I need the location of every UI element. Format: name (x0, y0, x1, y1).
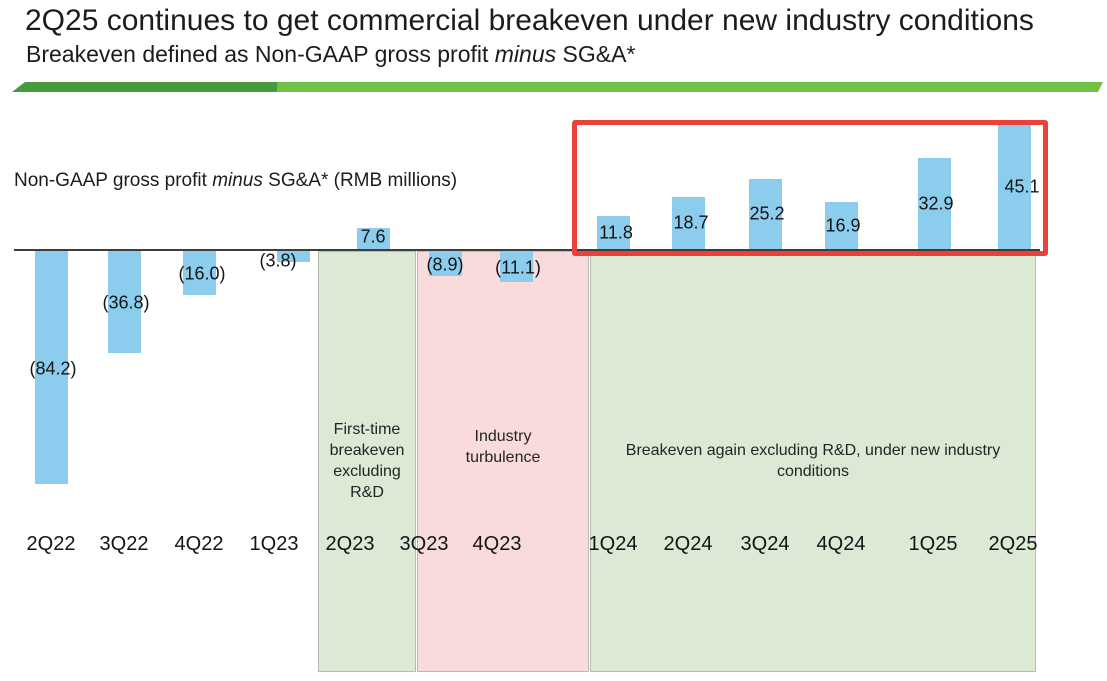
title-underline-bar (12, 82, 1103, 92)
value-label-1q25: 32.9 (918, 193, 954, 213)
subtitle-italic-word: minus (494, 41, 557, 67)
underline-light-segment (277, 82, 1103, 92)
bar-4q23 (499, 251, 533, 282)
phase-region-first-time-breakeven-excluding (318, 251, 416, 672)
x-axis-label-2q23: 2Q23 (325, 533, 375, 555)
bar-4q22 (182, 251, 216, 295)
x-axis-label-2q22: 2Q22 (26, 533, 76, 555)
value-label-3q23: (8.9) (426, 254, 464, 274)
bar-3q24 (748, 179, 782, 249)
value-label-2q25: 45.1 (1004, 176, 1040, 196)
phase-region-industry-turbulence (417, 251, 589, 672)
x-axis-label-3q23: 3Q23 (399, 533, 449, 555)
x-axis-label-4q22: 4Q22 (174, 533, 224, 555)
x-axis-label-1q23: 1Q23 (249, 533, 299, 555)
x-axis-label-3q22: 3Q22 (99, 533, 149, 555)
phase-annotation-2: Industry turbulence (465, 428, 541, 466)
x-axis-label-2q25: 2Q25 (988, 533, 1038, 555)
value-label-3q24: 25.2 (749, 203, 785, 224)
x-axis-label-1q25: 1Q25 (908, 533, 958, 555)
bar-3q23 (428, 251, 462, 276)
value-label-3q22: (36.8) (102, 292, 150, 313)
bar-2q24 (671, 197, 705, 249)
bar-2q22 (34, 251, 68, 484)
chart-axis-title-suffix: SG&A* (RMB millions) (262, 170, 458, 191)
value-label-1q23: (3.8) (259, 250, 297, 270)
underline-dark-segment (12, 82, 277, 92)
page-title: 2Q25 continues to get commercial breakev… (25, 3, 1034, 39)
x-axis-label-3q24: 3Q24 (740, 533, 790, 555)
highlight-box (572, 120, 1048, 256)
page-subtitle: Breakeven defined as Non-GAAP gross prof… (26, 40, 635, 68)
subtitle-suffix: SG&A* (556, 41, 636, 67)
phase-annotation-3: Breakeven again excluding R&D, under new… (625, 442, 1001, 480)
value-label-4q23: (11.1) (495, 257, 541, 277)
value-label-2q22: (84.2) (29, 358, 77, 378)
bar-1q24 (596, 216, 630, 249)
subtitle-prefix: Breakeven defined as Non-GAAP gross prof… (26, 41, 495, 67)
bar-3q22 (107, 251, 141, 353)
x-axis-label-2q24: 2Q24 (663, 533, 713, 555)
chart-axis-title-italic-word: minus (212, 170, 263, 191)
value-label-2q24: 18.7 (673, 212, 709, 233)
value-label-4q24: 16.9 (825, 215, 861, 235)
value-label-2q23: 7.6 (360, 226, 386, 246)
x-axis-label-1q24: 1Q24 (588, 533, 638, 555)
value-label-4q22: (16.0) (178, 263, 226, 284)
x-axis-label-4q24: 4Q24 (816, 533, 866, 555)
page-title-text: 2Q25 continues to get commercial breakev… (25, 4, 1034, 37)
bar-1q23 (276, 251, 310, 262)
x-axis-label-4q23: 4Q23 (472, 533, 522, 555)
bar-2q25 (997, 124, 1031, 249)
value-label-1q24: 11.8 (599, 222, 633, 242)
bar-1q25 (917, 158, 951, 249)
x-axis-line (14, 249, 1040, 251)
bar-2q23 (356, 228, 390, 249)
phase-annotation-1: First-time breakeven excluding R&D (329, 421, 405, 501)
chart-axis-title-prefix: Non-GAAP gross profit (14, 170, 213, 191)
bar-4q24 (824, 202, 858, 249)
chart-axis-title: Non-GAAP gross profit minus SG&A* (RMB m… (14, 170, 457, 192)
